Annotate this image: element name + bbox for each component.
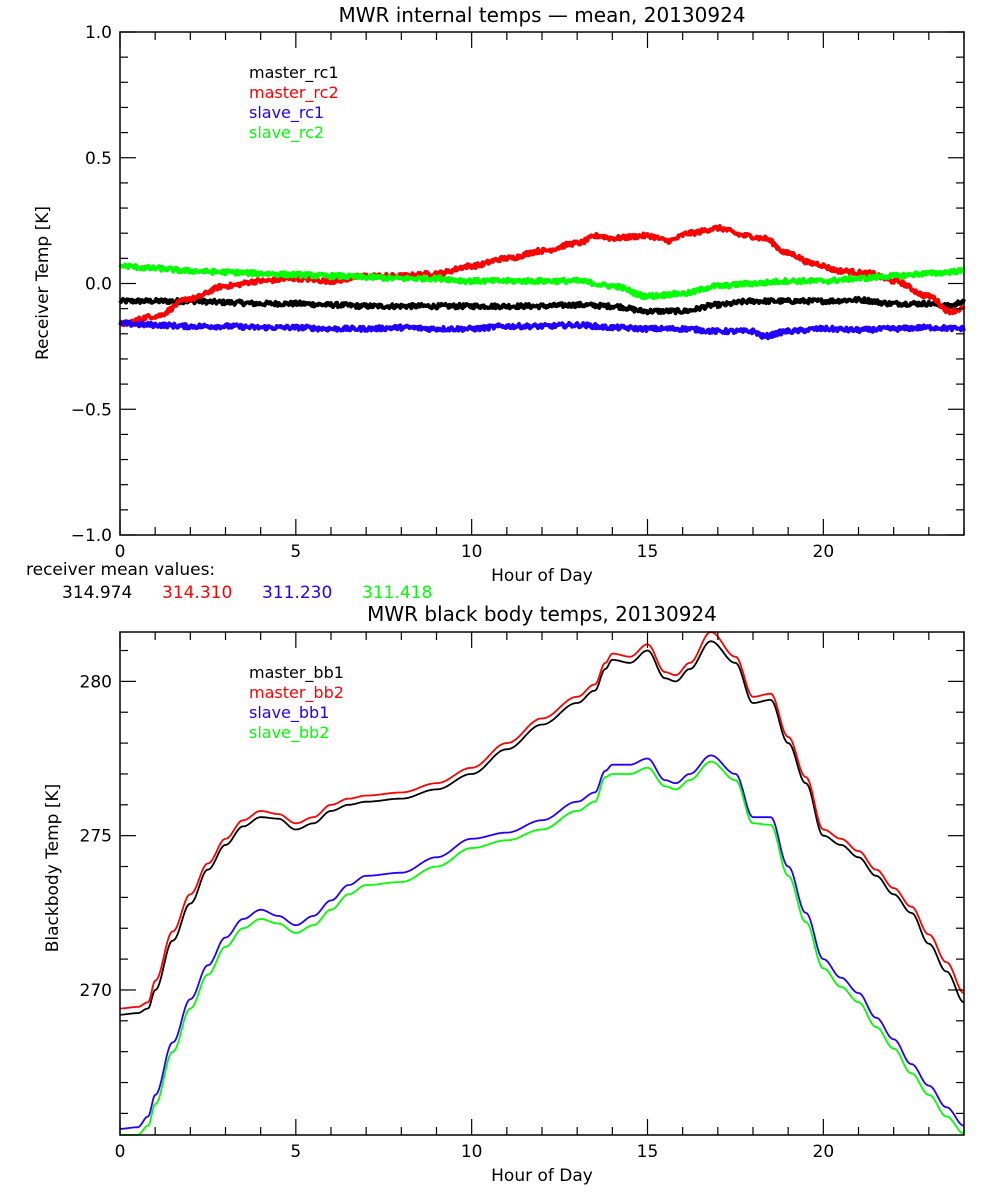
x-tick-label: 0 [115,542,126,562]
series-line-slave_rc1 [118,319,966,341]
x-tick-label: 10 [461,542,483,562]
x-tick-label: 5 [290,1142,301,1162]
series-line-slave_rc2 [118,262,965,300]
receiver-mean-value: 314.974 [62,583,132,603]
y-tick-label: −1.0 [71,526,112,546]
x-tick-label: 15 [637,1142,659,1162]
series-line-master_bb2 [120,631,965,1010]
blackbody-temps-chart: MWR black body temps, 20130924 0 5 10 15 20 2… [43,602,965,1186]
y-tick-label: −0.5 [71,400,112,420]
series-line-master_bb1 [119,640,965,1016]
legend-entry: slave_bb2 [249,723,329,743]
legend-entry: slave_bb1 [249,703,329,723]
y-tick-label: 0.0 [85,275,112,295]
x-axis-label: Hour of Day [491,1166,593,1186]
receiver-mean-value: 311.230 [262,583,332,603]
legend-entry: master_bb2 [249,683,344,703]
y-tick-label: 0.5 [85,149,112,169]
legend: master_bb1 master_bb2 slave_bb1 slave_bb… [249,663,344,743]
tick-labels: 0 5 10 15 20 −1.0 −0.5 0.0 0.5 1.0 [71,23,834,562]
y-axis-label: Blackbody Temp [K] [43,784,63,953]
legend-entry: master_rc2 [249,83,339,103]
receiver-mean-value: 314.310 [162,583,232,603]
x-tick-label: 20 [813,542,835,562]
legend-entry: slave_rc1 [249,103,324,123]
legend: master_rc1 master_rc2 slave_rc1 slave_rc… [249,63,339,143]
series-line-slave_bb2 [120,760,965,1136]
series-line-slave_bb1 [120,754,965,1130]
chart-title: MWR internal temps — mean, 20130924 [338,3,745,27]
series-line-master_rc2 [118,224,966,328]
receiver-means-label: receiver mean values: [26,560,215,580]
chart-title: MWR black body temps, 20130924 [367,602,717,626]
x-tick-label: 10 [461,1142,483,1162]
x-axis-label: Hour of Day [491,566,593,586]
x-tick-label: 20 [813,1142,835,1162]
receiver-means-annotation: receiver mean values: 314.974 314.310 31… [26,560,432,603]
plot-frame [119,631,965,1136]
tick-labels: 0 5 10 15 20 270 275 280 [80,672,835,1162]
axis-ticks [119,632,965,1135]
x-tick-label: 5 [290,542,301,562]
y-axis-label: Receiver Temp [K] [33,206,53,360]
legend-entry: slave_rc2 [249,123,324,143]
series-line-master_rc1 [118,295,966,316]
x-tick-label: 0 [115,1142,126,1162]
y-tick-label: 1.0 [85,23,112,43]
y-tick-label: 280 [80,672,112,692]
x-tick-label: 15 [637,542,659,562]
receiver-temps-chart: MWR internal temps — mean, 20130924 0 5 10… [33,3,966,586]
series-layer [118,224,966,341]
y-tick-label: 275 [80,827,112,847]
axis-ticks [119,31,965,536]
legend-entry: master_rc1 [249,63,339,83]
receiver-mean-value: 311.418 [362,583,432,603]
y-tick-label: 270 [80,981,112,1001]
series-layer [119,631,965,1136]
legend-entry: master_bb1 [249,663,344,683]
